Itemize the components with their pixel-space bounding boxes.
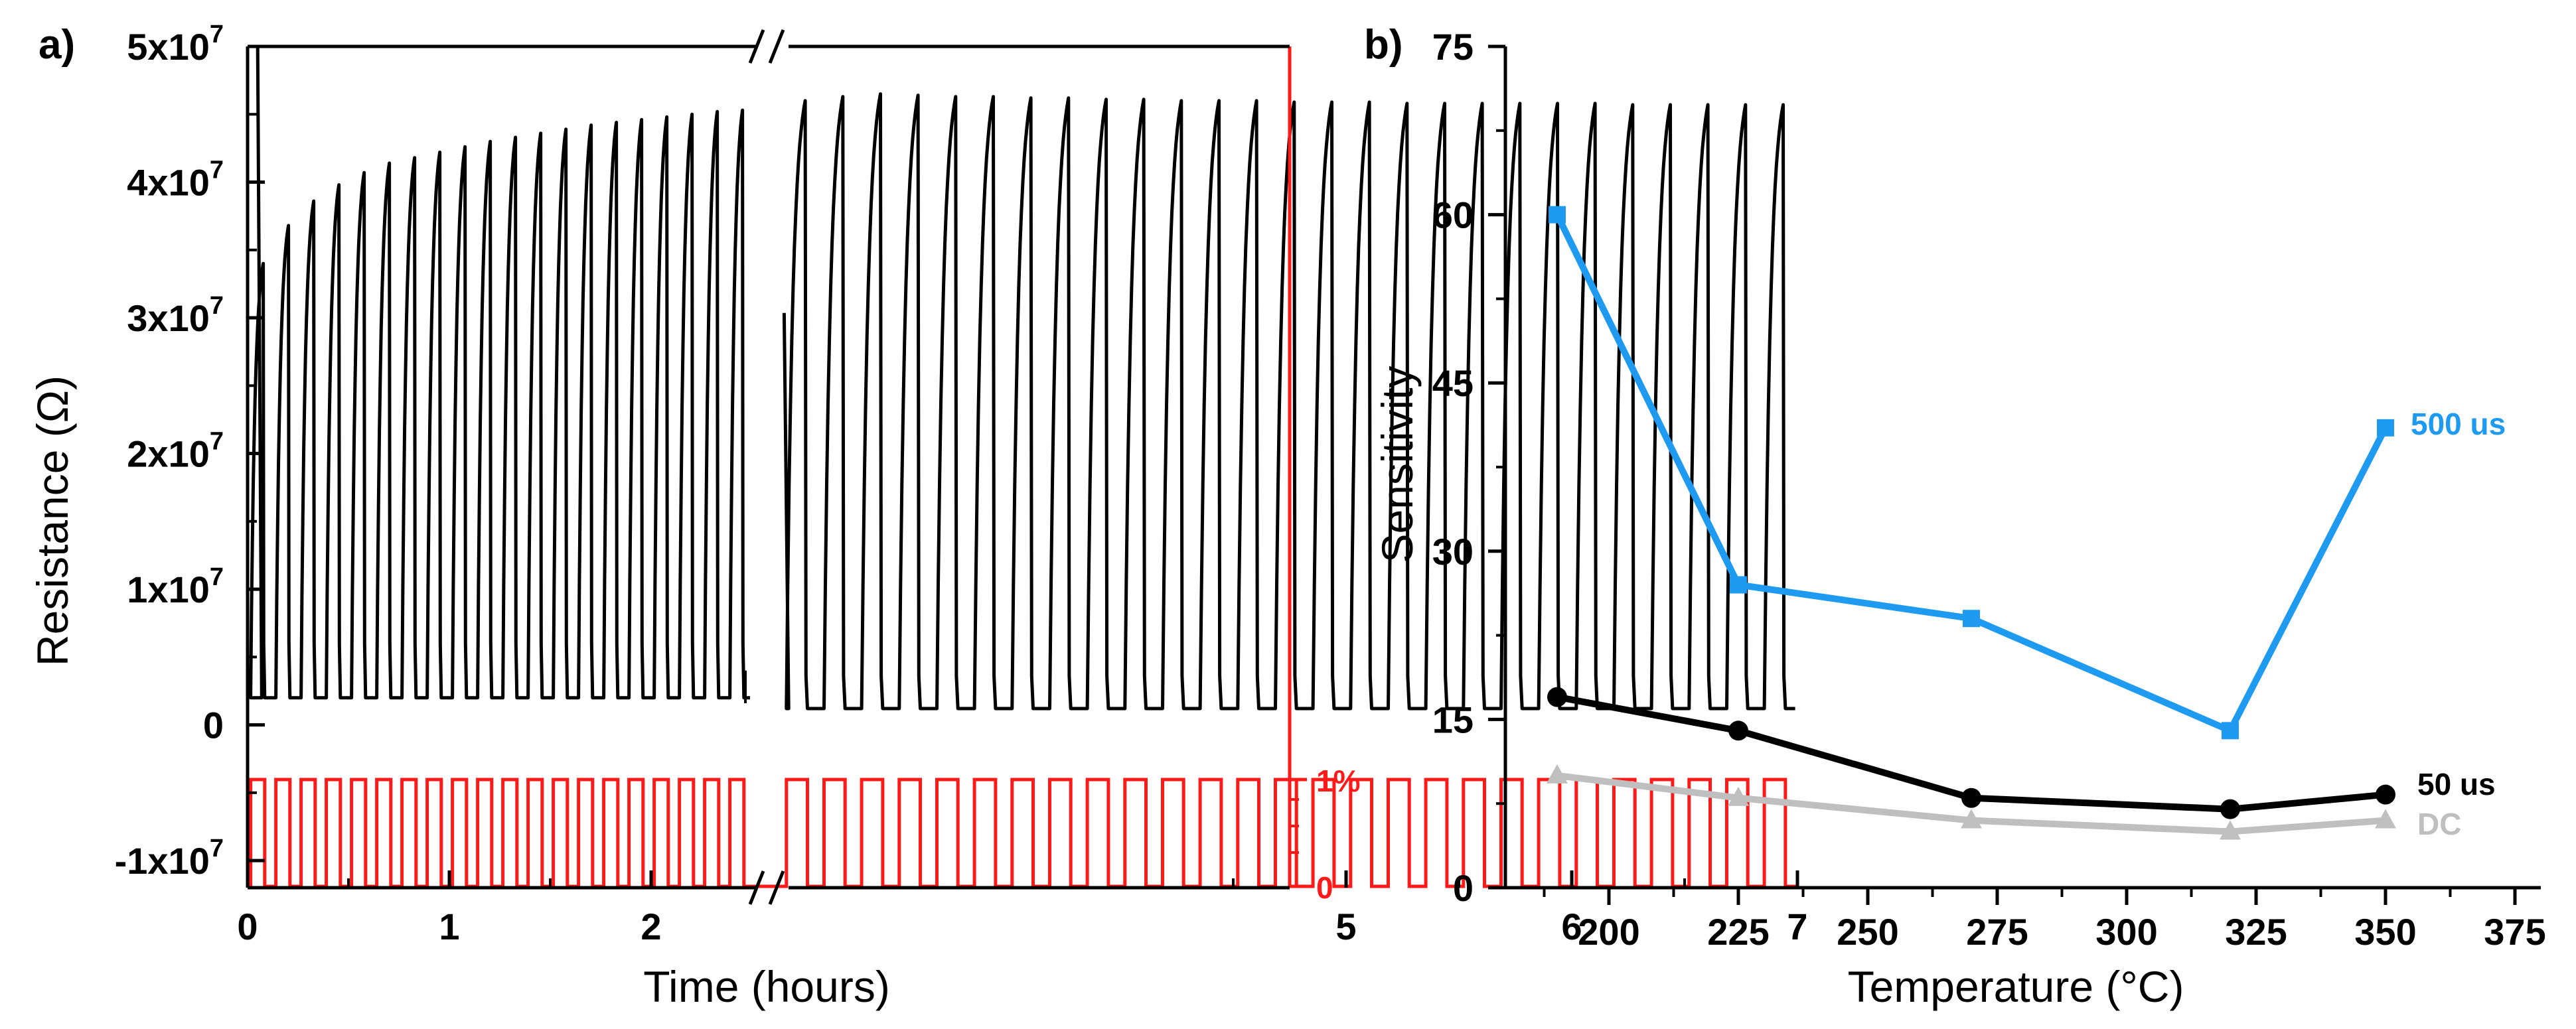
data-point-triangle — [1961, 809, 1982, 829]
sensitivity-chart: 200 225 250 275 300 325 350 375 0 15 30 45 60 75 500 … — [1373, 26, 2546, 1011]
y-tick-label: 60 — [1432, 194, 1474, 236]
resistance-traces — [249, 46, 1795, 711]
x-tick-label: 375 — [2484, 911, 2545, 953]
resistance-x-axis-label: Time (hours) — [643, 962, 890, 1011]
right-tick-label: 0 — [1316, 870, 1333, 905]
x-tick-label: 6 — [1561, 906, 1582, 947]
data-point-triangle — [2220, 820, 2241, 840]
gas-pulse-traces — [248, 778, 1797, 888]
y-tick-label: 4x107 — [127, 157, 224, 204]
sensitivity-axes — [1488, 44, 2541, 905]
x-tick-label: 325 — [2225, 911, 2287, 953]
y-tick-label: 5x107 — [127, 21, 224, 68]
axis-break-mark — [748, 870, 765, 905]
data-point-circle — [1728, 720, 1748, 741]
x-tick-label: 275 — [1966, 911, 2028, 953]
data-point-square — [1730, 576, 1747, 594]
sensitivity-series: 500 us 50 us DC — [1547, 206, 2506, 841]
resistance-trace-segment — [782, 92, 1795, 711]
data-point-triangle — [1547, 764, 1568, 784]
data-point-square — [1549, 206, 1566, 224]
gas-pulse-segment — [752, 778, 1797, 888]
series-label: DC — [2417, 807, 2461, 841]
y-tick-label: 0 — [203, 705, 224, 746]
panel-b-label: b) — [1364, 22, 1403, 68]
x-tick-label: 250 — [1837, 911, 1898, 953]
y-tick-label: 1x107 — [127, 563, 224, 610]
axis-break-mark — [748, 29, 765, 64]
y-tick-label: 75 — [1432, 26, 1474, 68]
resistance-trace-segment — [249, 46, 750, 700]
resistance-chart: 0 1 2 5 6 7 -1x107 0 1x107 2x107 3x107 4x107 5x107 1%… — [28, 21, 1808, 1011]
x-tick-label: 2 — [641, 906, 661, 947]
data-point-circle — [2220, 799, 2240, 819]
right-tick-label: 1% — [1316, 764, 1360, 798]
x-tick-label: 0 — [237, 906, 258, 947]
x-tick-label: 1 — [439, 906, 459, 947]
data-point-circle — [2376, 784, 2395, 805]
data-point-square — [1963, 610, 1980, 628]
axis-break-mark — [768, 870, 785, 905]
data-point-square — [2222, 722, 2239, 740]
x-tick-label: 350 — [2354, 911, 2416, 953]
gas-pulse-segment — [248, 778, 752, 888]
y-tick-label: -1x107 — [115, 835, 224, 882]
sensitivity-y-axis-label: Sensitivity — [1373, 366, 1422, 563]
sensitivity-tick-labels: 200 225 250 275 300 325 350 375 0 15 30 45 60 75 — [1432, 26, 2546, 953]
x-tick-label: 7 — [1787, 906, 1807, 947]
resistance-axes — [246, 29, 1799, 905]
x-tick-label: 5 — [1335, 906, 1356, 947]
y-tick-label: 30 — [1432, 531, 1474, 573]
axis-break-mark — [768, 29, 785, 64]
data-point-triangle — [1728, 786, 1749, 806]
y-tick-label: 15 — [1432, 699, 1474, 740]
x-tick-label: 300 — [2095, 911, 2157, 953]
series-line — [1554, 213, 2389, 734]
series-label: 500 us — [2411, 407, 2506, 441]
data-point-circle — [1547, 687, 1567, 707]
x-tick-label: 225 — [1707, 911, 1769, 953]
data-point-triangle — [2375, 809, 2396, 829]
y-tick-label: 2x107 — [127, 428, 224, 475]
x-tick-label: 200 — [1578, 911, 1639, 953]
panel-a-label: a) — [38, 22, 75, 68]
resistance-y-axis-label: Resistance (Ω) — [28, 376, 77, 666]
y-tick-label: 0 — [1453, 867, 1474, 909]
series-label: 50 us — [2417, 767, 2496, 801]
resistance-tick-labels: 0 1 2 5 6 7 -1x107 0 1x107 2x107 3x107 4x107 5x107 1%… — [115, 21, 1808, 947]
y-tick-label: 45 — [1432, 362, 1474, 404]
y-tick-label: 3x107 — [127, 292, 224, 339]
data-point-circle — [1961, 788, 1981, 808]
sensitivity-x-axis-label: Temperature (°C) — [1848, 962, 2184, 1011]
data-point-square — [2377, 419, 2394, 437]
